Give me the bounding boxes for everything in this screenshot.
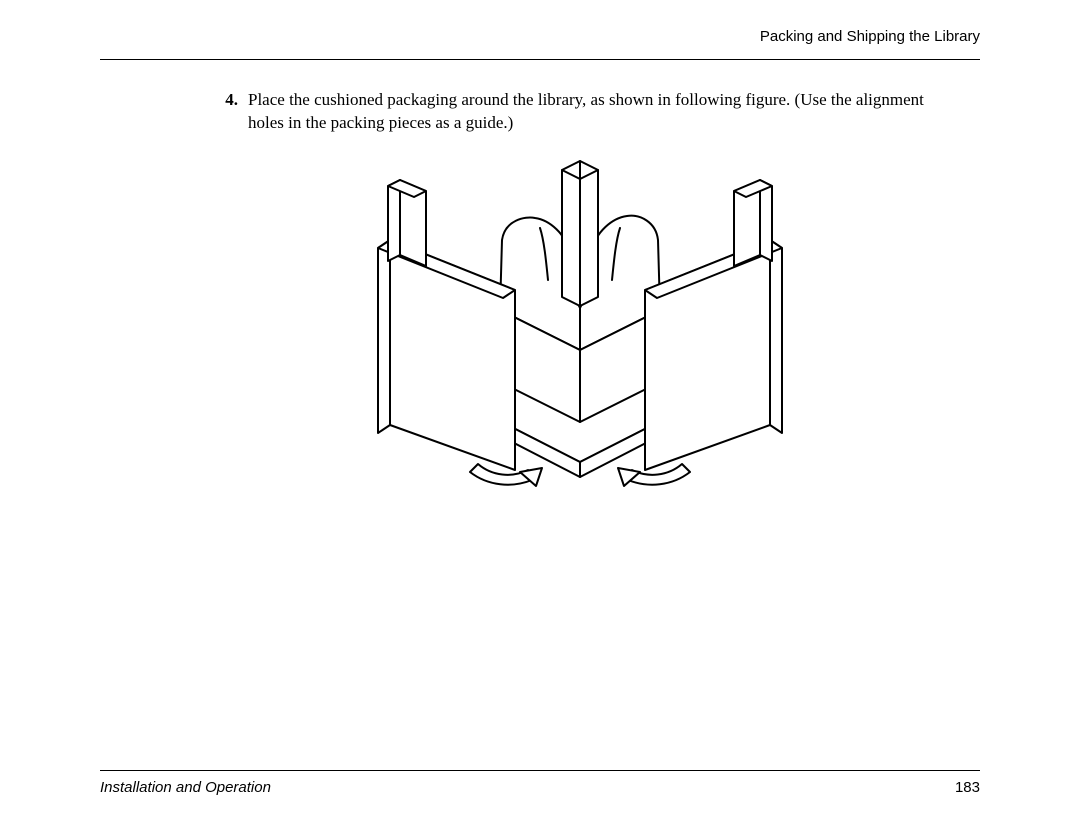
step-number: 4. [220,88,248,134]
doc-title: Installation and Operation [100,779,271,796]
section-title: Packing and Shipping the Library [760,28,980,45]
page-header: Packing and Shipping the Library [100,24,980,60]
page-number: 183 [955,779,980,796]
body-content: 4. Place the cushioned packaging around … [100,88,980,500]
back-corner-piece [562,161,598,306]
left-panel [378,180,515,470]
figure-container [220,150,940,500]
footer-row: Installation and Operation 183 [100,770,980,796]
right-panel [645,180,782,470]
page-footer: Installation and Operation 183 [100,770,980,796]
step-text: Place the cushioned packaging around the… [248,88,940,134]
packaging-diagram-icon [330,150,830,500]
document-page: Packing and Shipping the Library 4. Plac… [0,0,1080,834]
instruction-step: 4. Place the cushioned packaging around … [220,88,940,134]
